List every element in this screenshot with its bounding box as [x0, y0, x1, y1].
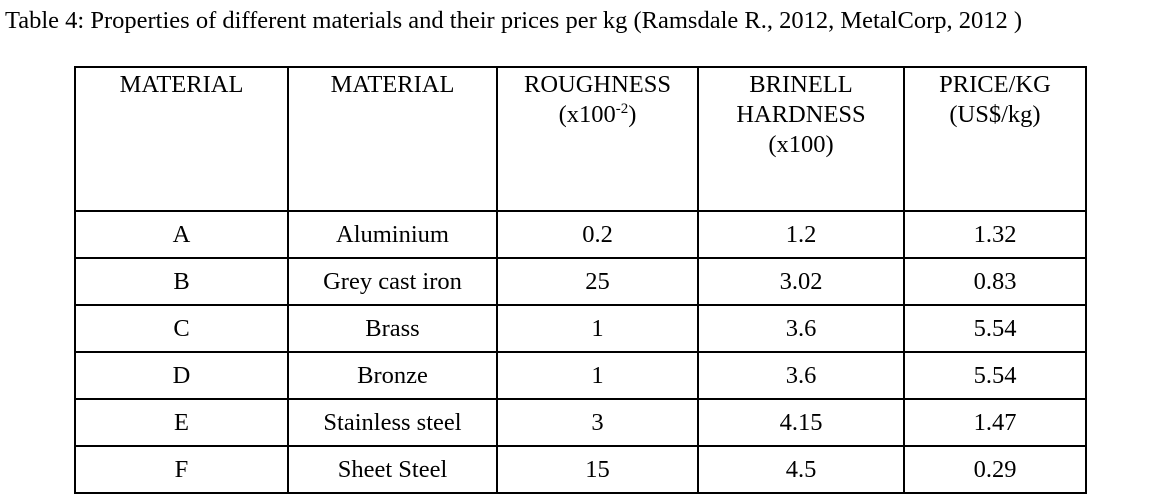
cell-price: 0.83: [903, 257, 1087, 306]
cell-code: E: [74, 398, 289, 447]
header-hardness-line1: BRINELL: [749, 71, 853, 98]
cell-hardness: 1.2: [697, 210, 905, 259]
header-hardness-unit: (x100): [768, 131, 834, 158]
cell-hardness: 3.02: [697, 257, 905, 306]
cell-roughness: 0.2: [496, 210, 699, 259]
cell-material: Stainless steel: [287, 398, 498, 447]
header-price-title: PRICE/KG: [939, 71, 1051, 98]
header-row: MATERIAL MATERIAL ROUGHNESS (x100-2) BRI…: [74, 66, 1087, 212]
cell-material: Bronze: [287, 351, 498, 400]
cell-material: Sheet Steel: [287, 445, 498, 494]
cell-roughness: 1: [496, 304, 699, 353]
cell-material: Aluminium: [287, 210, 498, 259]
cell-roughness: 25: [496, 257, 699, 306]
header-hardness-line2: HARDNESS: [736, 101, 866, 128]
materials-table: MATERIAL MATERIAL ROUGHNESS (x100-2) BRI…: [74, 66, 1087, 494]
cell-hardness: 3.6: [697, 304, 905, 353]
cell-code: C: [74, 304, 289, 353]
cell-roughness: 15: [496, 445, 699, 494]
cell-code: B: [74, 257, 289, 306]
header-roughness-unit-exponent: -2: [615, 101, 629, 117]
cell-price: 5.54: [903, 351, 1087, 400]
header-roughness: ROUGHNESS (x100-2): [496, 66, 699, 212]
cell-roughness: 1: [496, 351, 699, 400]
header-roughness-unit: (x100-2): [498, 100, 697, 130]
cell-material: Grey cast iron: [287, 257, 498, 306]
table-caption: Table 4: Properties of different materia…: [5, 7, 1023, 34]
table-row: C Brass 1 3.6 5.54: [74, 304, 1087, 353]
cell-hardness: 4.15: [697, 398, 905, 447]
table-row: B Grey cast iron 25 3.02 0.83: [74, 257, 1087, 306]
cell-price: 1.32: [903, 210, 1087, 259]
cell-code: F: [74, 445, 289, 494]
table-row: A Aluminium 0.2 1.2 1.32: [74, 210, 1087, 259]
cell-hardness: 4.5: [697, 445, 905, 494]
cell-price: 5.54: [903, 304, 1087, 353]
header-material-name: MATERIAL: [287, 66, 498, 212]
header-roughness-unit-base: (x100: [558, 101, 616, 128]
table-row: E Stainless steel 3 4.15 1.47: [74, 398, 1087, 447]
cell-price: 1.47: [903, 398, 1087, 447]
cell-hardness: 3.6: [697, 351, 905, 400]
header-price-unit: (US$/kg): [949, 101, 1041, 128]
header-roughness-unit-close: ): [628, 101, 637, 128]
cell-price: 0.29: [903, 445, 1087, 494]
table-row: F Sheet Steel 15 4.5 0.29: [74, 445, 1087, 494]
cell-roughness: 3: [496, 398, 699, 447]
table-row: D Bronze 1 3.6 5.54: [74, 351, 1087, 400]
header-price: PRICE/KG (US$/kg): [903, 66, 1087, 212]
cell-code: D: [74, 351, 289, 400]
header-roughness-title: ROUGHNESS: [523, 71, 672, 98]
header-hardness: BRINELL HARDNESS (x100): [697, 66, 905, 212]
cell-material: Brass: [287, 304, 498, 353]
cell-code: A: [74, 210, 289, 259]
header-material-code: MATERIAL: [74, 66, 289, 212]
